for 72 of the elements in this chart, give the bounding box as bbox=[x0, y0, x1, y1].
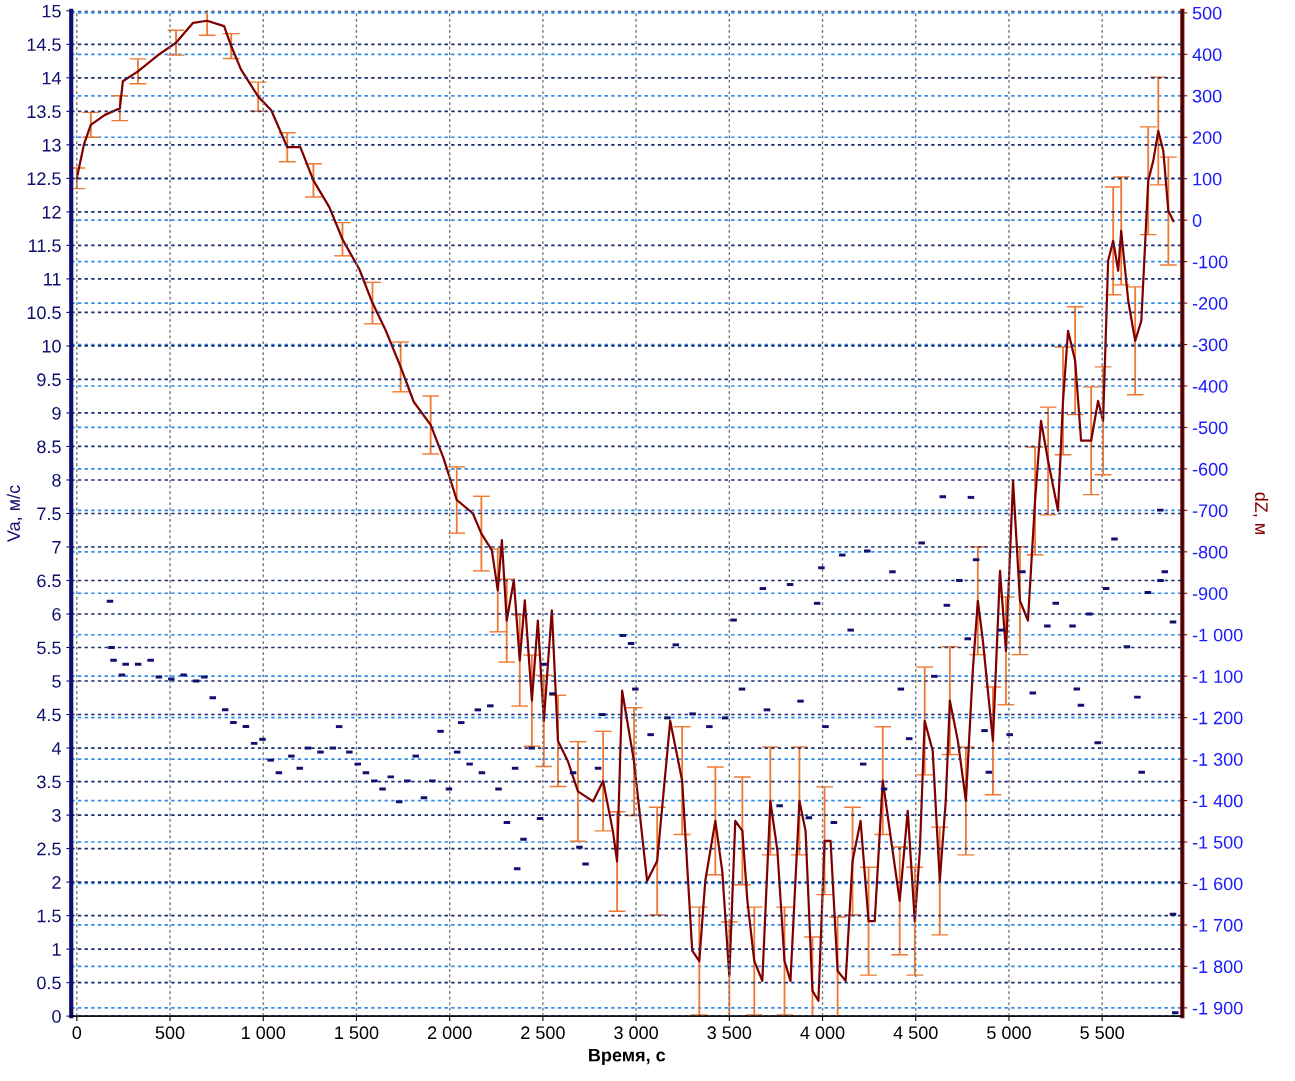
y-tick-label: 8 bbox=[52, 473, 61, 487]
y-tick-label: 6 bbox=[52, 607, 61, 621]
y-tick-label: 7.5 bbox=[37, 507, 61, 521]
y-tick-label: 2.5 bbox=[37, 842, 61, 856]
x-tick-label: 0 bbox=[72, 1026, 82, 1040]
y2-tick-label: -400 bbox=[1192, 379, 1228, 393]
y-tick-label: 3 bbox=[52, 809, 61, 822]
y2-tick-label: -100 bbox=[1192, 255, 1228, 269]
y-tick-label: 12 bbox=[42, 205, 61, 219]
y-tick-label: 8.5 bbox=[37, 440, 61, 454]
y-tick-label: 4 bbox=[51, 742, 61, 755]
y-tick-label: 5.5 bbox=[37, 641, 61, 655]
y-tick-label: 12.5 bbox=[27, 172, 61, 186]
y-tick-label: 10.5 bbox=[27, 306, 61, 320]
y-tick-label: 11.5 bbox=[29, 239, 61, 253]
y-tick-label: 1 bbox=[52, 943, 61, 956]
y2-tick-label: -1 500 bbox=[1192, 835, 1243, 849]
y-tick-label: 1.5 bbox=[37, 909, 61, 923]
y-tick-label: 13.5 bbox=[27, 105, 61, 119]
x-tick-label: 500 bbox=[155, 1026, 185, 1040]
line-series bbox=[75, 19, 1175, 1002]
y-tick-label: 13 bbox=[42, 138, 61, 152]
x-tick-label: 5 000 bbox=[987, 1026, 1031, 1040]
y2-tick-label: 200 bbox=[1192, 131, 1222, 144]
y2-tick-label: -1 200 bbox=[1192, 711, 1243, 725]
y-tick-label: 3.5 bbox=[37, 775, 61, 789]
y-tick-label: 0 bbox=[52, 1010, 61, 1023]
x-tick-label: 4 500 bbox=[893, 1026, 938, 1040]
y-tick-label: 9.5 bbox=[37, 373, 61, 387]
y-tick-label: 4.5 bbox=[36, 708, 61, 722]
y2-tick-label: -900 bbox=[1192, 587, 1228, 600]
x-tick-label: 3 000 bbox=[614, 1026, 658, 1040]
y-tick-label: 0.5 bbox=[37, 976, 61, 990]
y2-tick-label: -1 300 bbox=[1192, 753, 1243, 766]
y2-tick-label: -1 900 bbox=[1192, 1001, 1243, 1015]
y2-tick-label: 400 bbox=[1192, 48, 1222, 62]
y-tick-label: 15 bbox=[42, 4, 61, 18]
y2-tick-label: 300 bbox=[1192, 89, 1222, 103]
y2-tick-label: -300 bbox=[1192, 338, 1228, 352]
y-axis-title: Va, м/с bbox=[6, 485, 23, 543]
y-tick-label: 10 bbox=[42, 339, 61, 353]
y2-tick-label: -1 800 bbox=[1192, 960, 1243, 974]
y2-tick-label: 500 bbox=[1192, 6, 1222, 20]
x-tick-label: 2 000 bbox=[427, 1026, 472, 1040]
x-tick-label: 1 500 bbox=[335, 1026, 379, 1040]
x-tick-label: 1 000 bbox=[242, 1026, 286, 1040]
y2-tick-label: -800 bbox=[1192, 545, 1228, 559]
y2-tick-label: -1 100 bbox=[1192, 670, 1243, 683]
y-tick-label: 6.5 bbox=[37, 574, 61, 588]
y2-tick-label: -600 bbox=[1192, 462, 1228, 476]
x-tick-label: 3 500 bbox=[707, 1026, 752, 1040]
y2-tick-label: -1 600 bbox=[1192, 877, 1243, 891]
y2-tick-label: 100 bbox=[1193, 172, 1222, 186]
y2-tick-label: -700 bbox=[1192, 504, 1228, 518]
y2-tick-label: -1 700 bbox=[1192, 918, 1243, 932]
y2-tick-label: 0 bbox=[1192, 214, 1202, 227]
y-tick-label: 14 bbox=[42, 71, 61, 85]
y-tick-label: 9 bbox=[52, 406, 61, 420]
y2-axis-title: dZ, м bbox=[1252, 492, 1269, 534]
y2-tick-label: -200 bbox=[1192, 297, 1228, 310]
y-tick-label: 7 bbox=[52, 541, 61, 554]
y-tick-label: 14.5 bbox=[27, 38, 61, 52]
x-tick-label: 5 500 bbox=[1080, 1026, 1125, 1040]
y2-tick-label: -1 000 bbox=[1192, 628, 1243, 642]
x-tick-label: 4 000 bbox=[800, 1026, 845, 1040]
y2-tick-label: -1 400 bbox=[1192, 794, 1243, 808]
y-tick-label: 2 bbox=[52, 876, 61, 889]
y-tick-label: 11 bbox=[44, 273, 61, 286]
y-tick-label: 5 bbox=[52, 675, 61, 688]
x-tick-label: 2 500 bbox=[521, 1026, 565, 1040]
y2-tick-label: -500 bbox=[1192, 421, 1228, 435]
x-axis-title: Время, с bbox=[589, 1048, 666, 1066]
